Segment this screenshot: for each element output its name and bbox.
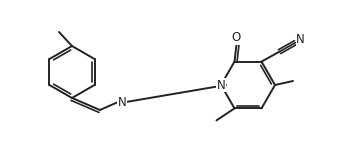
Text: N: N xyxy=(217,78,226,91)
Text: O: O xyxy=(232,31,241,44)
Text: N: N xyxy=(296,33,305,46)
Text: N: N xyxy=(118,95,126,108)
